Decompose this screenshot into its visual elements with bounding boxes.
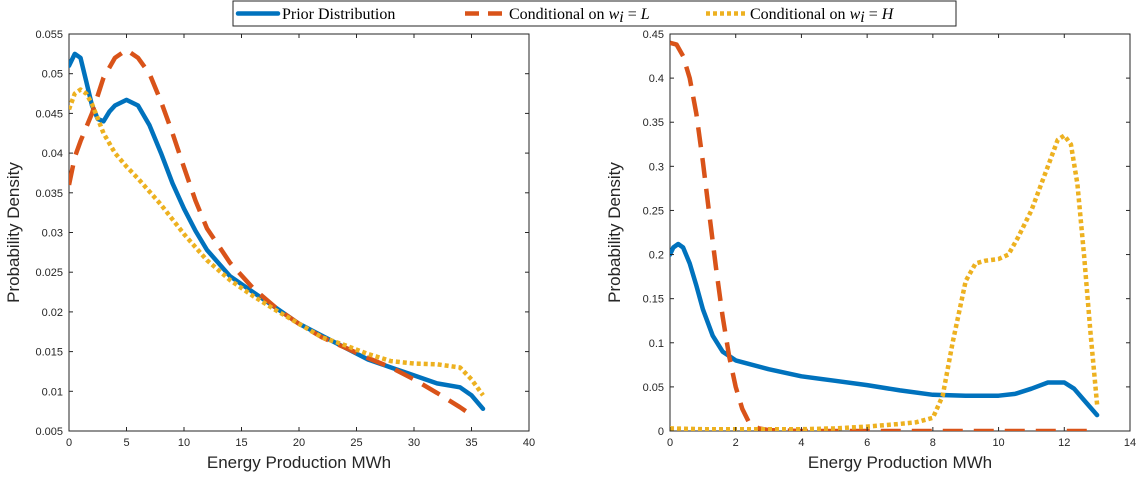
x-tick-label: 10 xyxy=(992,437,1004,449)
y-tick-label: 0.015 xyxy=(35,347,63,359)
legend-label-low: Conditional on wi = L xyxy=(509,6,650,26)
axes-box xyxy=(68,33,530,432)
x-tick-label: 30 xyxy=(408,437,420,449)
series-line-prior xyxy=(670,241,1100,418)
y-tick-label: 0.3 xyxy=(649,161,664,173)
y-tick-label: 0.05 xyxy=(643,382,664,394)
y-tick-label: 0.045 xyxy=(35,108,63,120)
y-tick-label: 0.03 xyxy=(42,228,63,240)
y-axis-label: Probability Density xyxy=(605,162,624,303)
y-tick-label: 0.05 xyxy=(42,69,63,81)
y-axis-label: Probability Density xyxy=(4,162,23,303)
y-tick-label: 0.025 xyxy=(35,267,63,279)
x-tick-label: 25 xyxy=(350,437,362,449)
x-tick-label: 0 xyxy=(667,437,673,449)
x-tick-label: 14 xyxy=(1124,437,1136,449)
y-tick-label: 0.4 xyxy=(649,73,664,85)
x-tick-label: 10 xyxy=(178,437,190,449)
x-tick-label: 40 xyxy=(523,437,535,449)
y-tick-label: 0.45 xyxy=(643,29,664,41)
x-tick-label: 20 xyxy=(293,437,305,449)
x-tick-label: 35 xyxy=(465,437,477,449)
y-tick-label: 0.005 xyxy=(35,426,63,438)
y-tick-label: 0.02 xyxy=(42,307,63,319)
y-tick-label: 0.35 xyxy=(643,117,664,129)
legend-box xyxy=(232,0,957,27)
legend: Prior Distribution Conditional on wi = L C… xyxy=(232,0,957,27)
x-tick-label: 5 xyxy=(123,437,129,449)
series-group xyxy=(670,40,1100,431)
right-chart-panel: 0 2 4 6 8 10 12 14 0 0.05 0.1 0.15 0.2 0.25 0.3 0.35 0.4… xyxy=(605,29,1136,472)
series-line-high xyxy=(69,87,485,397)
y-tick-label: 0.15 xyxy=(643,294,664,306)
axes-box xyxy=(669,33,1131,432)
x-axis-label: Energy Production MWh xyxy=(207,453,391,472)
x-tick-label: 0 xyxy=(66,437,72,449)
series-line-high xyxy=(670,133,1100,431)
x-tick-label: 12 xyxy=(1058,437,1070,449)
y-tick-label: 0.25 xyxy=(643,205,664,217)
y-tick-label: 0.01 xyxy=(42,386,63,398)
x-tick-label: 15 xyxy=(235,437,247,449)
y-tick-label: 0 xyxy=(658,426,664,438)
left-chart-panel: 0 5 10 15 20 25 30 35 40 0.005 0.01 0.015 0.02 0.025 0… xyxy=(4,29,535,472)
y-tick-label: 0.04 xyxy=(42,148,63,160)
legend-label-high: Conditional on wi = H xyxy=(750,6,895,26)
x-axis-label: Energy Production MWh xyxy=(808,453,992,472)
series-group xyxy=(69,47,486,417)
y-tick-label: 0.2 xyxy=(649,250,664,262)
x-tick-label: 4 xyxy=(798,437,804,449)
y-tick-label: 0.055 xyxy=(35,29,63,41)
x-tick-label: 2 xyxy=(733,437,739,449)
legend-label-prior: Prior Distribution xyxy=(282,6,395,23)
x-tick-label: 6 xyxy=(864,437,870,449)
x-tick-label: 8 xyxy=(930,437,936,449)
y-tick-label: 0.035 xyxy=(35,188,63,200)
y-tick-label: 0.1 xyxy=(649,338,664,350)
